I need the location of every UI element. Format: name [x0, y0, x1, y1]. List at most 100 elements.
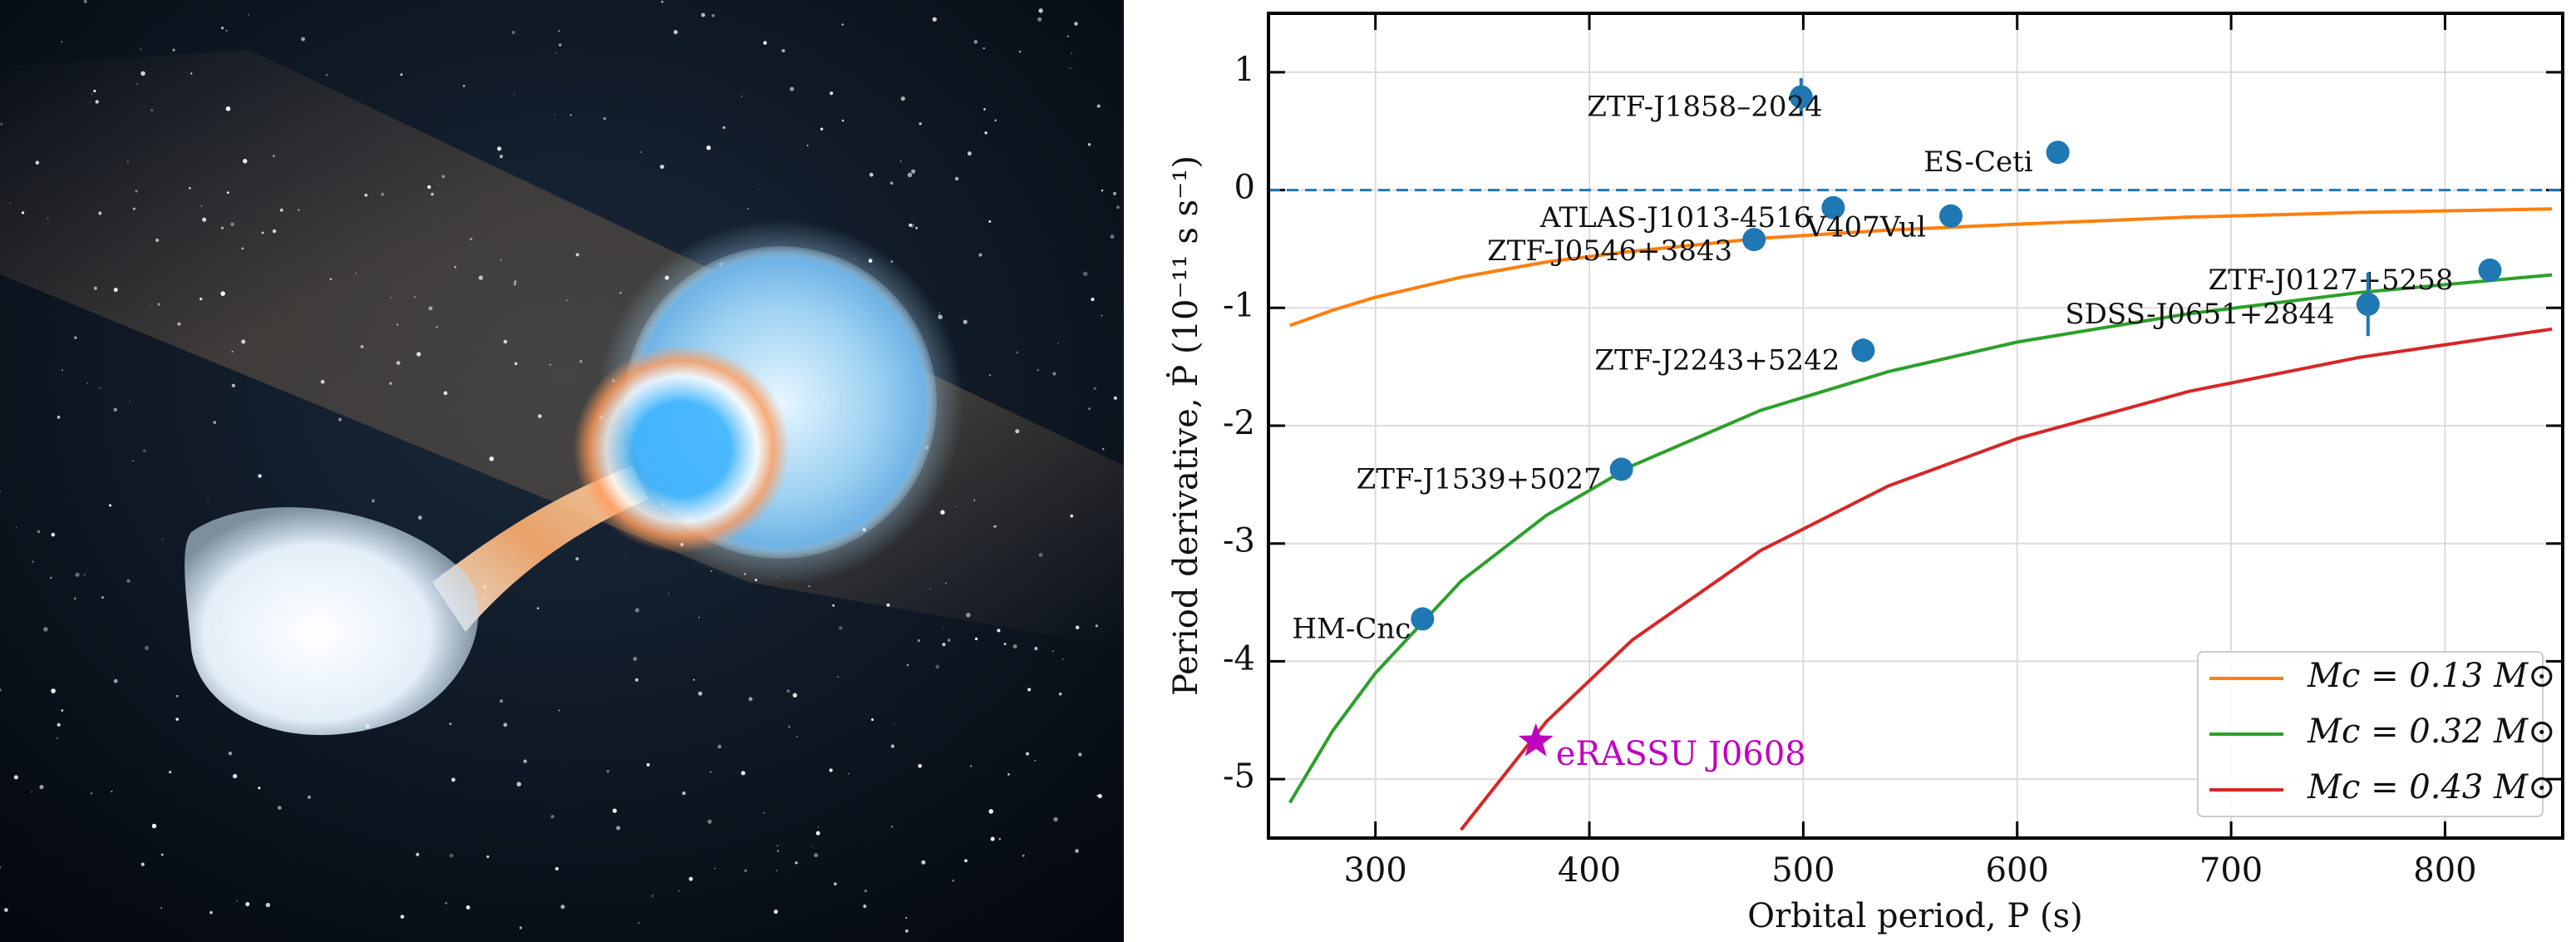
background-star — [1058, 692, 1062, 696]
background-star — [889, 181, 894, 185]
background-star — [160, 853, 164, 856]
background-star — [698, 617, 700, 619]
background-star — [261, 231, 264, 234]
background-star — [155, 238, 160, 243]
background-star — [549, 363, 552, 366]
y-tick-label: -1 — [1223, 286, 1255, 324]
background-star — [909, 223, 913, 227]
background-star — [921, 860, 926, 865]
background-star — [513, 93, 515, 96]
background-star — [0, 122, 3, 126]
background-star — [443, 391, 448, 396]
background-star — [417, 515, 422, 520]
background-star — [258, 474, 262, 478]
background-star — [1091, 298, 1095, 302]
background-star — [245, 901, 250, 907]
background-star — [390, 297, 392, 298]
background-star — [241, 247, 244, 250]
background-star — [1037, 369, 1039, 372]
background-star — [199, 298, 203, 301]
background-star — [514, 280, 517, 283]
background-star — [1116, 205, 1120, 210]
background-star — [83, 0, 87, 3]
background-star — [944, 582, 947, 584]
background-star — [500, 259, 502, 261]
background-star — [231, 350, 234, 353]
background-star — [555, 52, 557, 54]
background-star — [111, 790, 113, 793]
data-point — [1789, 85, 1813, 109]
background-star — [900, 96, 905, 101]
background-star — [308, 796, 311, 799]
background-star — [61, 41, 63, 43]
y-tick-label: 1 — [1234, 51, 1255, 89]
background-star — [381, 192, 385, 196]
background-star — [463, 295, 465, 297]
point-label: ZTF-J0127+5258 — [2208, 264, 2453, 297]
background-star — [51, 532, 56, 537]
background-star — [273, 155, 275, 157]
background-star — [445, 901, 448, 905]
background-star — [449, 723, 452, 725]
background-star — [832, 604, 835, 607]
background-star — [489, 456, 495, 461]
background-star — [1027, 688, 1032, 692]
background-star — [710, 771, 712, 773]
background-star — [763, 41, 767, 45]
point-label: ATLAS-J1013-4516 — [1539, 201, 1812, 234]
background-star — [890, 744, 895, 748]
background-star — [126, 579, 131, 584]
background-star — [820, 127, 824, 131]
data-point — [1609, 457, 1633, 481]
legend-box — [2197, 651, 2544, 817]
accretor-star — [185, 507, 479, 736]
background-star — [413, 295, 416, 298]
background-star — [140, 48, 141, 50]
background-star — [997, 629, 1001, 633]
background-star — [994, 119, 997, 121]
background-star — [177, 322, 181, 326]
background-star — [833, 882, 837, 885]
background-star — [427, 185, 431, 190]
background-star — [463, 85, 465, 87]
background-star — [95, 100, 99, 104]
background-star — [1075, 849, 1079, 853]
y-tick-label: -5 — [1223, 757, 1255, 796]
legend-label: Mc = 0.32 M⊙ — [2307, 713, 2556, 751]
background-star — [984, 131, 988, 135]
background-star — [1022, 854, 1025, 857]
background-star — [1082, 271, 1088, 277]
background-star — [499, 155, 504, 159]
background-star — [169, 771, 172, 774]
background-star — [815, 831, 820, 836]
background-star — [538, 414, 542, 418]
background-star — [915, 226, 919, 229]
data-point — [1411, 607, 1435, 631]
background-star — [43, 627, 48, 632]
background-star — [15, 526, 17, 529]
background-star — [231, 383, 235, 387]
plot-frame — [1267, 12, 2564, 840]
background-star — [808, 584, 810, 588]
background-star — [682, 792, 686, 796]
background-star — [1101, 314, 1103, 317]
background-star — [226, 191, 229, 195]
background-star — [516, 782, 522, 787]
x-axis-label: Orbital period, P (s) — [1747, 897, 2082, 935]
background-star — [634, 608, 640, 613]
data-point — [1742, 228, 1766, 252]
model-curve — [1288, 273, 2553, 804]
background-star — [837, 676, 840, 678]
background-star — [150, 109, 154, 112]
background-star — [1071, 52, 1072, 54]
background-star — [988, 809, 994, 814]
background-star — [806, 145, 809, 147]
background-star — [983, 108, 986, 111]
background-star — [277, 806, 282, 810]
artist-illustration — [0, 0, 1124, 942]
background-star — [225, 29, 228, 32]
background-star — [98, 211, 102, 215]
background-star — [560, 905, 565, 910]
background-star — [329, 278, 332, 281]
